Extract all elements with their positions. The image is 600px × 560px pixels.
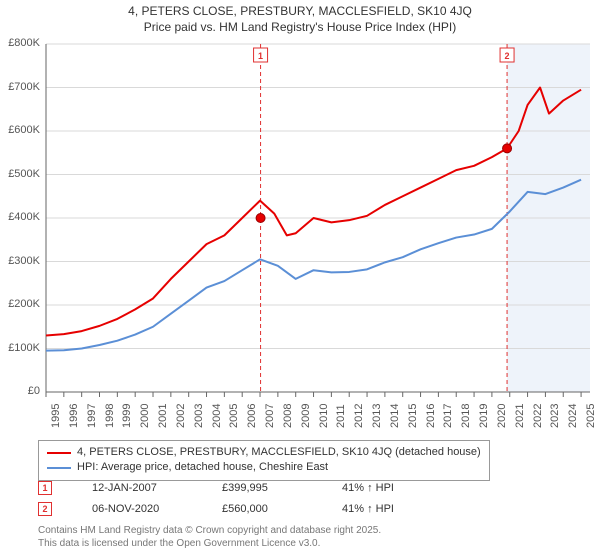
- markers-table: 1 12-JAN-2007 £399,995 41% ↑ HPI 2 06-NO…: [38, 478, 394, 520]
- x-tick-label: 1998: [104, 404, 116, 428]
- footer-line2: This data is licensed under the Open Gov…: [38, 537, 381, 550]
- x-tick-label: 2013: [371, 404, 383, 428]
- x-tick-label: 2019: [478, 404, 490, 428]
- svg-text:1: 1: [258, 51, 263, 61]
- legend-label: 4, PETERS CLOSE, PRESTBURY, MACCLESFIELD…: [77, 445, 481, 460]
- x-tick-label: 2002: [175, 404, 187, 428]
- x-tick-label: 1999: [121, 404, 133, 428]
- y-tick-label: £300K: [0, 255, 40, 267]
- x-tick-label: 2010: [318, 404, 330, 428]
- y-tick-label: £700K: [0, 81, 40, 93]
- marker-row: 1 12-JAN-2007 £399,995 41% ↑ HPI: [38, 478, 394, 499]
- x-tick-label: 2004: [211, 404, 223, 428]
- chart-svg: 12: [0, 38, 600, 433]
- y-tick-label: £100K: [0, 342, 40, 354]
- x-tick-label: 2021: [514, 404, 526, 428]
- marker-price: £560,000: [222, 499, 302, 520]
- x-tick-label: 1997: [86, 404, 98, 428]
- marker-delta: 41% ↑ HPI: [342, 499, 394, 520]
- y-tick-label: £500K: [0, 168, 40, 180]
- x-tick-label: 2006: [246, 404, 258, 428]
- marker-delta: 41% ↑ HPI: [342, 478, 394, 499]
- x-tick-label: 2020: [496, 404, 508, 428]
- x-tick-label: 2017: [442, 404, 454, 428]
- marker-badge: 2: [38, 502, 52, 516]
- legend: 4, PETERS CLOSE, PRESTBURY, MACCLESFIELD…: [38, 440, 490, 481]
- x-tick-label: 1996: [68, 404, 80, 428]
- y-tick-label: £0: [0, 385, 40, 397]
- x-tick-label: 2018: [460, 404, 472, 428]
- x-tick-label: 2025: [585, 404, 597, 428]
- y-tick-label: £800K: [0, 37, 40, 49]
- chart-area: 12 £0£100K£200K£300K£400K£500K£600K£700K…: [0, 38, 600, 433]
- x-tick-label: 2012: [353, 404, 365, 428]
- x-tick-label: 2007: [264, 404, 276, 428]
- svg-text:2: 2: [505, 51, 510, 61]
- x-tick-label: 2015: [407, 404, 419, 428]
- chart-title: 4, PETERS CLOSE, PRESTBURY, MACCLESFIELD…: [0, 0, 600, 35]
- x-tick-label: 2011: [335, 404, 347, 428]
- x-tick-label: 2001: [157, 404, 169, 428]
- legend-row: HPI: Average price, detached house, Ches…: [47, 460, 481, 475]
- y-tick-label: £400K: [0, 211, 40, 223]
- marker-row: 2 06-NOV-2020 £560,000 41% ↑ HPI: [38, 499, 394, 520]
- marker-date: 06-NOV-2020: [92, 499, 182, 520]
- y-tick-label: £200K: [0, 298, 40, 310]
- legend-swatch: [47, 452, 71, 454]
- x-tick-label: 2024: [567, 404, 579, 428]
- x-tick-label: 2009: [300, 404, 312, 428]
- x-tick-label: 2003: [193, 404, 205, 428]
- marker-date: 12-JAN-2007: [92, 478, 182, 499]
- marker-badge: 1: [38, 481, 52, 495]
- legend-row: 4, PETERS CLOSE, PRESTBURY, MACCLESFIELD…: [47, 445, 481, 460]
- footer-line1: Contains HM Land Registry data © Crown c…: [38, 524, 381, 537]
- x-tick-label: 2005: [228, 404, 240, 428]
- title-line1: 4, PETERS CLOSE, PRESTBURY, MACCLESFIELD…: [0, 4, 600, 20]
- legend-label: HPI: Average price, detached house, Ches…: [77, 460, 328, 475]
- legend-swatch: [47, 467, 71, 469]
- x-tick-label: 2022: [532, 404, 544, 428]
- footer-attribution: Contains HM Land Registry data © Crown c…: [38, 524, 381, 550]
- x-tick-label: 2000: [139, 404, 151, 428]
- x-tick-label: 2023: [549, 404, 561, 428]
- title-line2: Price paid vs. HM Land Registry's House …: [0, 20, 600, 36]
- x-tick-label: 2016: [425, 404, 437, 428]
- x-tick-label: 2014: [389, 404, 401, 428]
- x-tick-label: 1995: [50, 404, 62, 428]
- y-tick-label: £600K: [0, 124, 40, 136]
- x-tick-label: 2008: [282, 404, 294, 428]
- marker-price: £399,995: [222, 478, 302, 499]
